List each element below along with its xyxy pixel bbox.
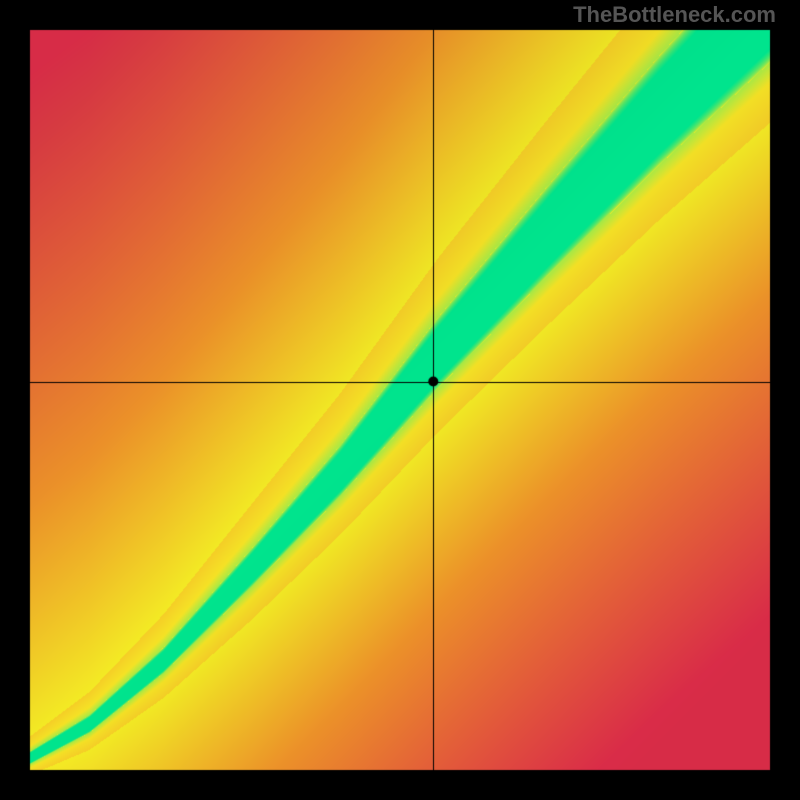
chart-container: TheBottleneck.com: [0, 0, 800, 800]
bottleneck-heatmap-canvas: [0, 0, 800, 800]
watermark-text: TheBottleneck.com: [573, 2, 776, 28]
